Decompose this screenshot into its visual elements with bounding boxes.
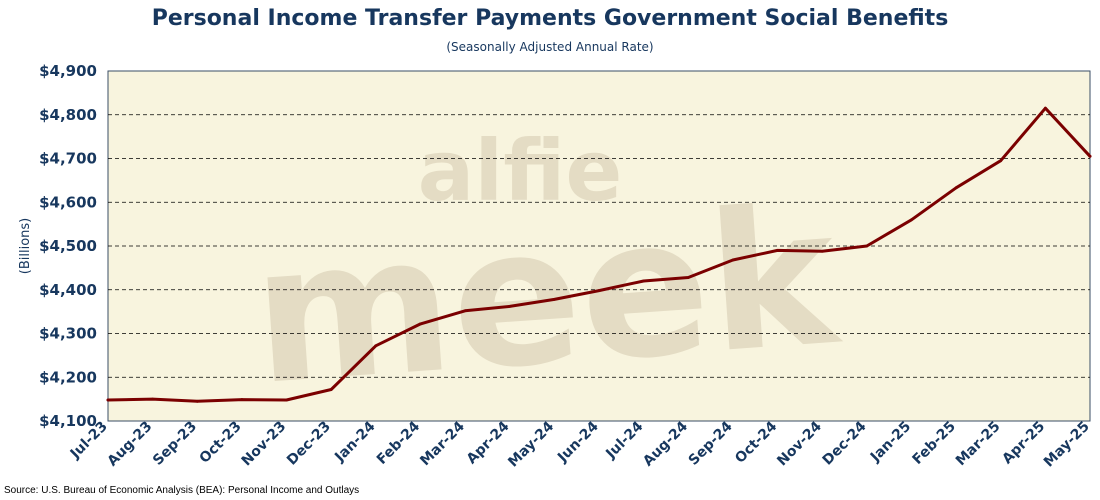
data-point	[151, 397, 155, 401]
data-point	[597, 289, 601, 293]
y-tick-label: $4,400	[39, 281, 97, 299]
data-point	[552, 297, 556, 301]
data-point	[508, 304, 512, 308]
y-axis-label: (Billions)	[18, 218, 33, 274]
data-point	[686, 276, 690, 279]
x-tick-label: Jul-24	[602, 418, 646, 462]
source-note: Source: U.S. Bureau of Economic Analysis…	[4, 485, 360, 496]
series-line	[106, 106, 1092, 403]
x-tick-label: Jan-25	[867, 419, 914, 466]
y-tick-label: $4,700	[39, 150, 97, 168]
y-tick-label: $4,800	[39, 106, 97, 124]
data-point	[463, 309, 467, 313]
x-tick-label: Sep-24	[686, 418, 736, 468]
watermark-logo: alfie meek	[247, 122, 847, 427]
y-tick-label: $4,600	[39, 193, 97, 211]
x-tick-label: Sep-23	[150, 419, 200, 469]
data-point	[1043, 106, 1047, 110]
x-tick-label: Feb-24	[374, 418, 424, 468]
x-tick-label: May-25	[1041, 419, 1093, 471]
y-axis-ticks: $4,100 $4,200 $4,300 $4,400 $4,500 $4,600 $4,7…	[39, 62, 97, 430]
x-tick-label: Jan-24	[331, 418, 378, 465]
y-tick-label: $4,100	[39, 412, 97, 430]
y-tick-label: $4,900	[39, 62, 97, 80]
y-tick-label: $4,300	[39, 325, 97, 343]
data-point	[865, 244, 869, 248]
data-point	[329, 388, 333, 391]
x-tick-label: Oct-24	[732, 418, 780, 466]
y-tick-label: $4,500	[39, 237, 97, 255]
data-point	[374, 344, 378, 348]
x-axis-ticks: Jul-23Aug-23Sep-23Oct-23Nov-23Dec-23Jan-…	[67, 418, 1093, 470]
data-point	[999, 159, 1003, 163]
data-point	[954, 186, 958, 190]
chart-title: Personal Income Transfer Payments Govern…	[151, 6, 949, 31]
data-point	[642, 279, 646, 283]
x-tick-label: Dec-23	[284, 419, 334, 469]
x-tick-label: Nov-24	[774, 418, 825, 469]
data-point	[195, 399, 199, 403]
x-tick-label: Mar-25	[953, 419, 1004, 470]
x-tick-label: Oct-23	[197, 419, 245, 467]
chart-subtitle: (Seasonally Adjusted Annual Rate)	[446, 40, 654, 54]
x-tick-label: Aug-24	[640, 418, 691, 469]
data-point	[910, 218, 913, 222]
watermark-text-top: alfie	[418, 122, 623, 220]
watermark-text-bottom: meek	[247, 166, 847, 427]
data-point	[240, 398, 244, 401]
x-tick-label: Feb-25	[910, 419, 959, 468]
x-tick-label: May-24	[505, 418, 557, 470]
data-point	[820, 249, 824, 253]
x-tick-label: Mar-24	[417, 418, 468, 469]
data-point	[285, 398, 288, 402]
data-point	[106, 398, 110, 402]
x-tick-label: Dec-24	[820, 418, 870, 468]
x-tick-label: Jun-24	[554, 418, 602, 466]
x-tick-label: Aug-23	[104, 419, 155, 470]
y-tick-label: $4,200	[39, 368, 97, 386]
data-point	[419, 322, 422, 326]
data-point	[776, 248, 779, 252]
data-point	[1088, 154, 1092, 158]
data-point	[731, 258, 735, 262]
